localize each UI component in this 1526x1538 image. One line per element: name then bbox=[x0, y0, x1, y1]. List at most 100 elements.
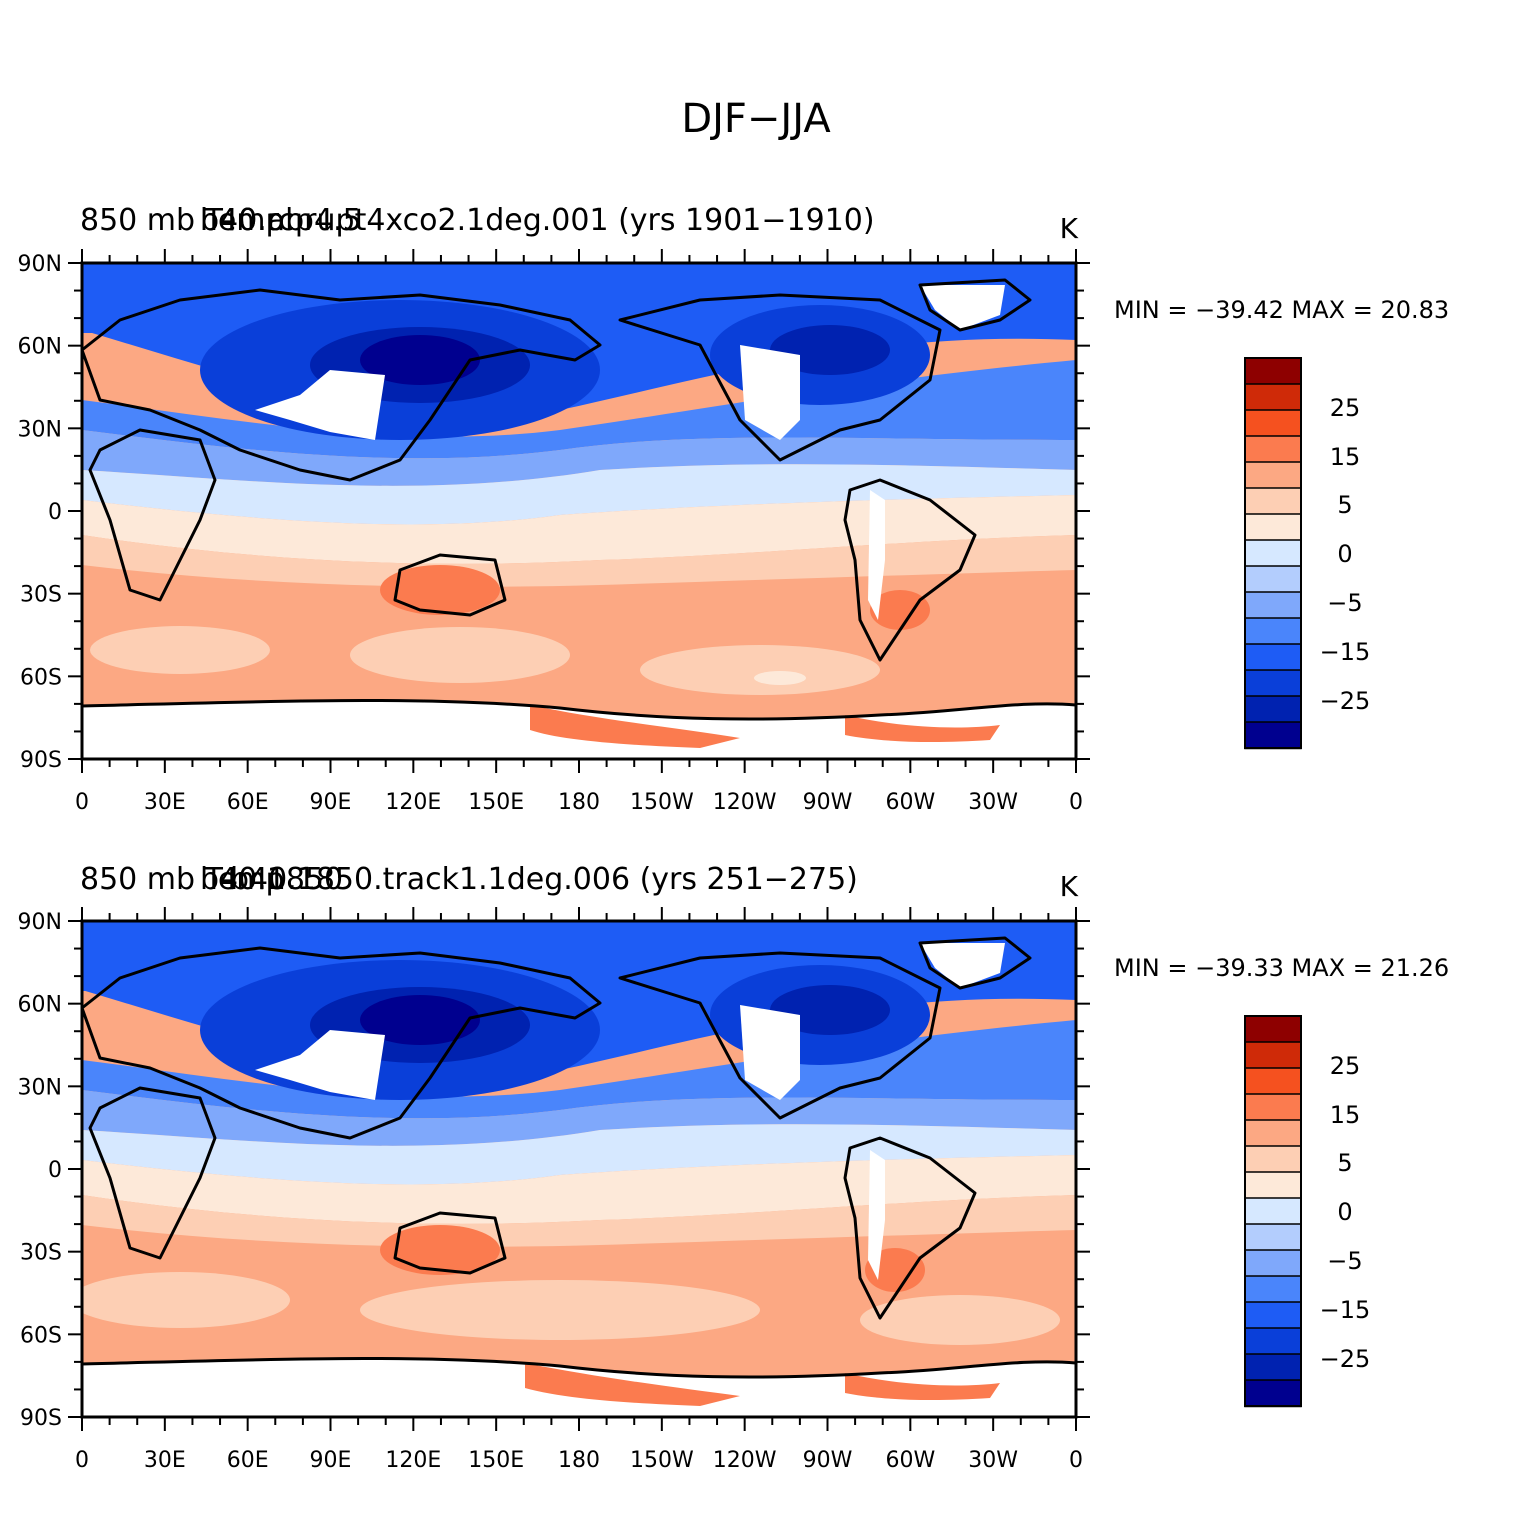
masked-andes bbox=[868, 490, 885, 620]
lon-tick-label: 90E bbox=[310, 790, 352, 815]
lat-tick-label: 60N bbox=[18, 993, 62, 1018]
southern-ocean-cool-3 bbox=[860, 1295, 1060, 1345]
masked-tibet bbox=[255, 370, 385, 440]
colorbar-swatch bbox=[1244, 357, 1302, 386]
colorbar-swatch bbox=[1244, 1171, 1302, 1200]
weddell-warm bbox=[845, 1373, 1000, 1401]
band-tropical-cool bbox=[82, 464, 1076, 525]
colorbar-1-label: 0 bbox=[1337, 540, 1352, 568]
colorbar-2-label: −15 bbox=[1320, 1296, 1371, 1324]
south-america-warm bbox=[870, 590, 930, 630]
colorbar-swatch bbox=[1244, 1275, 1302, 1304]
lat-tick-label: 30N bbox=[18, 417, 62, 442]
colorbar-swatch bbox=[1244, 383, 1302, 412]
panel-2-units: K bbox=[1060, 870, 1079, 903]
lat-tick-label: 90N bbox=[18, 910, 62, 935]
colorbar-1-label: −25 bbox=[1320, 687, 1371, 715]
colorbar-swatch bbox=[1244, 1015, 1302, 1044]
lat-tick-label: 30N bbox=[18, 1075, 62, 1100]
band-sh-warm bbox=[82, 535, 1076, 587]
southern-ocean-cool-2 bbox=[360, 1280, 760, 1340]
panel-1-title-center: b40.rcp4.5 bbox=[200, 203, 362, 238]
colorbar-swatch bbox=[1244, 539, 1302, 568]
colorbar-swatch bbox=[1244, 1379, 1302, 1408]
band-subtropical bbox=[82, 430, 1076, 486]
panel-1-coastlines bbox=[82, 278, 1076, 721]
colorbar-swatch bbox=[1244, 1041, 1302, 1070]
siberia-cold-3 bbox=[360, 335, 480, 385]
lon-tick-label: 150E bbox=[468, 790, 524, 815]
lon-tick-label: 60E bbox=[227, 1448, 269, 1473]
band-tropical-warm bbox=[82, 495, 1076, 564]
band-tropical-cool bbox=[82, 1124, 1076, 1185]
colorbar-1-label: 25 bbox=[1330, 394, 1361, 422]
colorbar-1-label: 5 bbox=[1337, 491, 1352, 519]
colorbar-2-label: −5 bbox=[1327, 1247, 1362, 1275]
panel-2-colorbar: 25 15 5 0 −5 −15 −25 bbox=[1244, 1015, 1371, 1408]
colorbar-1-label: 15 bbox=[1330, 443, 1361, 471]
colorbar-1-label: −5 bbox=[1327, 589, 1362, 617]
lon-tick-label: 90E bbox=[310, 1448, 352, 1473]
lon-tick-label: 0 bbox=[75, 790, 89, 815]
lon-tick-label: 0 bbox=[75, 1448, 89, 1473]
lon-tick-label: 180 bbox=[558, 790, 600, 815]
colorbar-swatch bbox=[1244, 1119, 1302, 1148]
band-subtropical bbox=[82, 1090, 1076, 1146]
southern-ocean-cool-1 bbox=[90, 626, 270, 674]
map-panel-1: 850 mb Temp b40.rcp4.5 b40.abrupt4xco2.1… bbox=[18, 203, 1450, 815]
colorbar-swatch bbox=[1244, 721, 1302, 750]
panel-2-field bbox=[82, 921, 1076, 1417]
colorbar-swatch bbox=[1244, 461, 1302, 490]
southern-ocean-cool-1 bbox=[82, 1272, 290, 1328]
colorbar-2-label: 0 bbox=[1337, 1198, 1352, 1226]
masked-tibet bbox=[255, 1030, 385, 1100]
lon-tick-label: 150W bbox=[630, 790, 694, 815]
colorbar-swatch bbox=[1244, 487, 1302, 516]
lat-tick-label: 90S bbox=[20, 1406, 62, 1431]
masked-rockies bbox=[740, 345, 800, 440]
lon-tick-label: 120W bbox=[713, 790, 777, 815]
panel-2-coastlines bbox=[82, 936, 1076, 1379]
colorbar-1-label: −15 bbox=[1320, 638, 1371, 666]
panel-2-ticks: 90N 60N 30N 0 30S 60S 90S 0 30E 60E 90E 120E 150E 180… bbox=[18, 907, 1090, 1473]
lon-tick-label: 120E bbox=[385, 790, 441, 815]
panel-1-title-run: b40.abrupt4xco2.1deg.001 (yrs 1901−1910) bbox=[200, 203, 875, 238]
colorbar-2-label: 25 bbox=[1330, 1052, 1361, 1080]
colorbar-swatch bbox=[1244, 435, 1302, 464]
lon-tick-label: 150E bbox=[468, 1448, 524, 1473]
lat-tick-label: 0 bbox=[48, 500, 62, 525]
colorbar-swatch bbox=[1244, 1327, 1302, 1356]
colorbar-swatch bbox=[1244, 1249, 1302, 1278]
antarctica-peninsula-warm bbox=[530, 705, 740, 748]
colorbar-swatch bbox=[1244, 1145, 1302, 1174]
lon-tick-label: 0 bbox=[1069, 790, 1083, 815]
colorbar-swatch bbox=[1244, 1093, 1302, 1122]
masked-greenland bbox=[920, 285, 1005, 330]
colorbar-swatch bbox=[1244, 1067, 1302, 1096]
colorbar-2-label: 15 bbox=[1330, 1101, 1361, 1129]
panel-2-title-run: b40.1850.track1.1deg.006 (yrs 251−275) bbox=[230, 862, 858, 897]
lon-tick-label: 30W bbox=[968, 790, 1018, 815]
band-tropical-warm bbox=[82, 1155, 1076, 1224]
southern-ocean-cool-2 bbox=[350, 627, 570, 683]
panel-1-units: K bbox=[1060, 212, 1079, 245]
colorbar-swatch bbox=[1244, 695, 1302, 724]
colorbar-swatch bbox=[1244, 669, 1302, 698]
masked-greenland bbox=[920, 943, 1005, 988]
panel-2-title-center: b40.1850 bbox=[200, 862, 343, 897]
band-sh-warm bbox=[82, 1195, 1076, 1247]
southern-ocean-cool-4 bbox=[754, 671, 806, 685]
lon-tick-label: 90W bbox=[803, 1448, 853, 1473]
lat-tick-label: 30S bbox=[20, 1241, 62, 1266]
lon-tick-label: 30E bbox=[144, 790, 186, 815]
colorbar-2-label: 5 bbox=[1337, 1149, 1352, 1177]
lat-tick-label: 60S bbox=[20, 665, 62, 690]
panel-1-min-max: MIN = −39.42 MAX = 20.83 bbox=[1114, 296, 1449, 324]
colorbar-swatch bbox=[1244, 1301, 1302, 1330]
lat-tick-label: 60S bbox=[20, 1323, 62, 1348]
panel-1-ticks: 90N 60N 30N 0 30S 60S 90S 0 30E 60E 90E 120E 150E 180… bbox=[18, 249, 1090, 815]
colorbar-swatch bbox=[1244, 1197, 1302, 1226]
colorbar-swatch bbox=[1244, 591, 1302, 620]
figure-title: DJF−JJA bbox=[681, 96, 831, 142]
panel-2-min-max: MIN = −39.33 MAX = 21.26 bbox=[1114, 954, 1449, 982]
